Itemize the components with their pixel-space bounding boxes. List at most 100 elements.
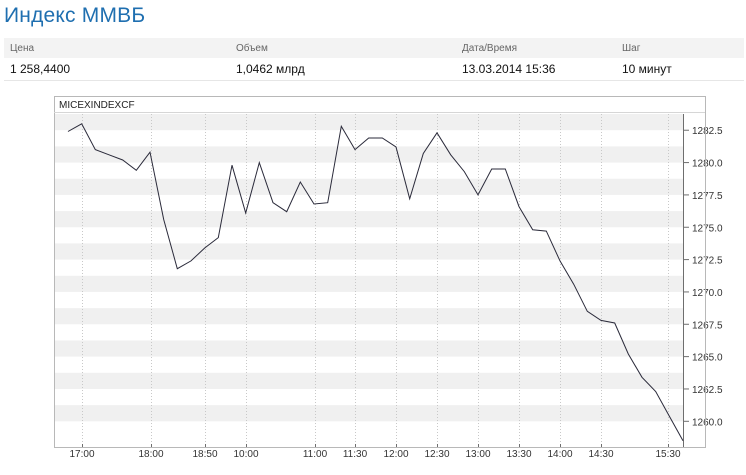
data-point [682, 440, 683, 441]
x-tick-label: 11:30 [343, 449, 368, 460]
data-point [218, 237, 219, 238]
y-tick-label: 1265.0 [692, 353, 723, 364]
data-point [382, 137, 383, 138]
data-point [395, 146, 396, 147]
y-tick-label: 1260.0 [692, 417, 723, 428]
quote-info-table: Цена Объем Дата/Время Шаг 1 258,4400 1,0… [4, 38, 744, 81]
x-tick-label: 13:30 [506, 449, 531, 460]
data-point [491, 168, 492, 169]
x-tick-label: 14:00 [547, 449, 572, 460]
data-point [163, 219, 164, 220]
page-title: Индекс ММВБ [4, 4, 146, 27]
data-point [641, 377, 642, 378]
series-line [67, 123, 684, 441]
data-point [272, 202, 273, 203]
data-point [341, 126, 342, 127]
data-point [628, 353, 629, 354]
data-point [149, 152, 150, 153]
grid-band [55, 243, 683, 260]
grid-band [55, 372, 683, 389]
data-point [546, 231, 547, 232]
y-tick-label: 1280.0 [692, 159, 723, 170]
x-axis: 17:00 18:00 18:50 10:00 11:00 11:30 12:00 12:30… [69, 444, 681, 460]
data-point [368, 137, 369, 138]
data-point [67, 131, 68, 132]
data-point [669, 416, 670, 417]
data-point [614, 322, 615, 323]
data-point [327, 202, 328, 203]
value-volume: 1,0462 млрд [230, 58, 456, 81]
chart-title: MICEXINDEXCF [59, 100, 135, 111]
grid-band [55, 178, 683, 195]
data-point [286, 211, 287, 212]
y-tick-label: 1277.5 [692, 191, 723, 202]
y-axis: 1282.5 1280.0 1277.5 1275.0 1272.5 1270.0 1267… [683, 114, 723, 447]
data-point [505, 168, 506, 169]
data-point [587, 311, 588, 312]
data-point [464, 171, 465, 172]
data-point [122, 159, 123, 160]
header-datetime: Дата/Время [456, 38, 616, 58]
grid-band [55, 275, 683, 292]
chart-bands [55, 114, 683, 422]
value-price: 1 258,4400 [4, 58, 230, 81]
x-tick-label: 14:30 [588, 449, 613, 460]
data-point [300, 181, 301, 182]
header-step: Шаг [616, 38, 744, 58]
data-point [436, 132, 437, 133]
data-point [81, 123, 82, 124]
data-point [477, 194, 478, 195]
x-tick-label: 11:00 [303, 449, 328, 460]
x-tick-label: 15:30 [655, 449, 680, 460]
data-point [600, 320, 601, 321]
value-step: 10 минут [616, 58, 744, 81]
data-point [204, 247, 205, 248]
data-point [518, 206, 519, 207]
info-header-row: Цена Объем Дата/Время Шаг [4, 38, 744, 58]
x-tick-label: 18:50 [192, 449, 217, 460]
x-tick-label: 17:00 [69, 449, 94, 460]
series-group [67, 123, 684, 441]
y-tick-label: 1272.5 [692, 256, 723, 267]
data-point [231, 165, 232, 166]
x-tick-label: 10:00 [233, 449, 258, 460]
data-point [573, 284, 574, 285]
data-point [259, 162, 260, 163]
value-datetime: 13.03.2014 15:36 [456, 58, 616, 81]
x-tick-label: 18:00 [138, 449, 163, 460]
data-point [177, 268, 178, 269]
y-tick-label: 1275.0 [692, 223, 723, 234]
header-volume: Объем [230, 38, 456, 58]
y-tick-label: 1270.0 [692, 288, 723, 299]
data-point [423, 153, 424, 154]
data-point [313, 203, 314, 204]
y-tick-label: 1262.5 [692, 385, 723, 396]
data-point [559, 260, 560, 261]
grid-band [55, 114, 683, 131]
data-point [95, 149, 96, 150]
y-tick-label: 1282.5 [692, 126, 723, 137]
x-tick-label: 12:00 [383, 449, 408, 460]
data-point [108, 154, 109, 155]
y-tick-label: 1267.5 [692, 320, 723, 331]
grid-band [55, 211, 683, 228]
data-point [655, 391, 656, 392]
data-point [354, 149, 355, 150]
x-tick-label: 13:00 [465, 449, 490, 460]
data-point [136, 170, 137, 171]
grid-band [55, 146, 683, 163]
data-point [190, 260, 191, 261]
data-point [532, 229, 533, 230]
grid-band [55, 405, 683, 422]
data-point [409, 198, 410, 199]
data-point [450, 154, 451, 155]
info-value-row: 1 258,4400 1,0462 млрд 13.03.2014 15:36 … [4, 58, 744, 81]
x-tick-label: 12:30 [424, 449, 449, 460]
data-point [245, 212, 246, 213]
chart-frame [54, 96, 706, 448]
grid-band [55, 308, 683, 325]
grid-band [55, 340, 683, 357]
header-price: Цена [4, 38, 230, 58]
